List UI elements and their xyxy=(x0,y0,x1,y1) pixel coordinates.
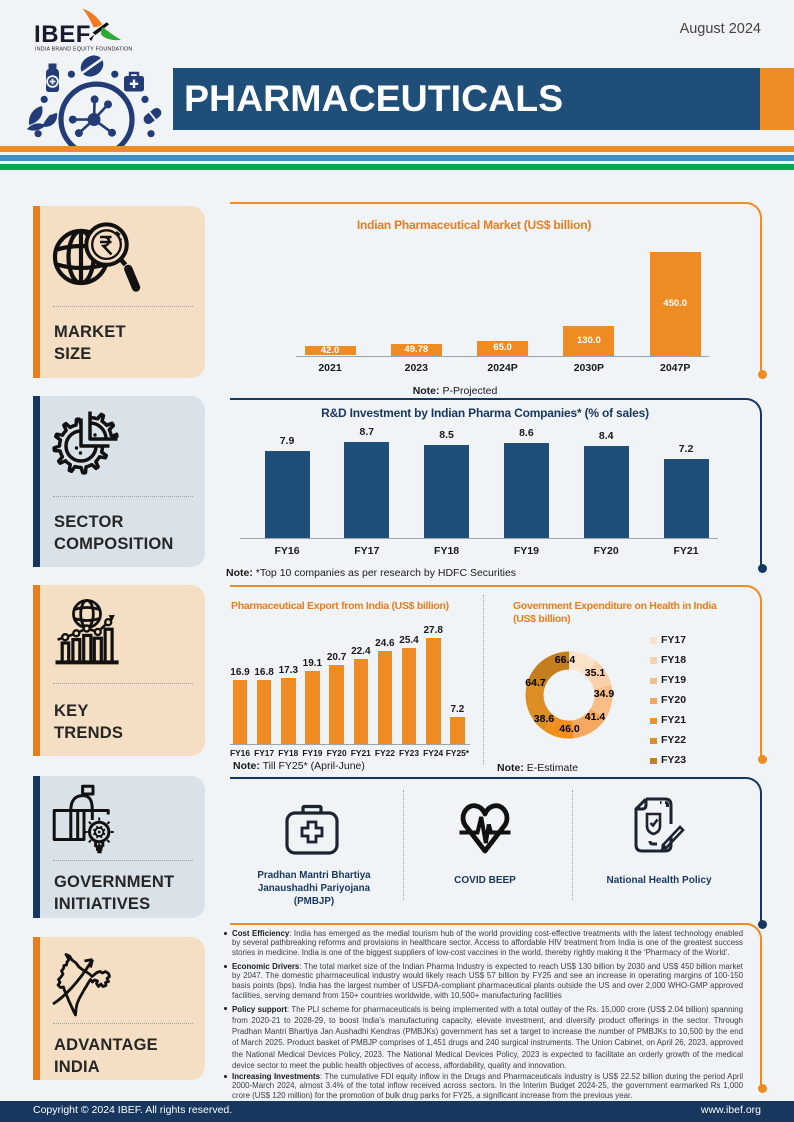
svg-text:INDIA BRAND EQUITY FOUNDATION: INDIA BRAND EQUITY FOUNDATION xyxy=(35,47,132,53)
svg-text:IBEF: IBEF xyxy=(34,21,91,48)
